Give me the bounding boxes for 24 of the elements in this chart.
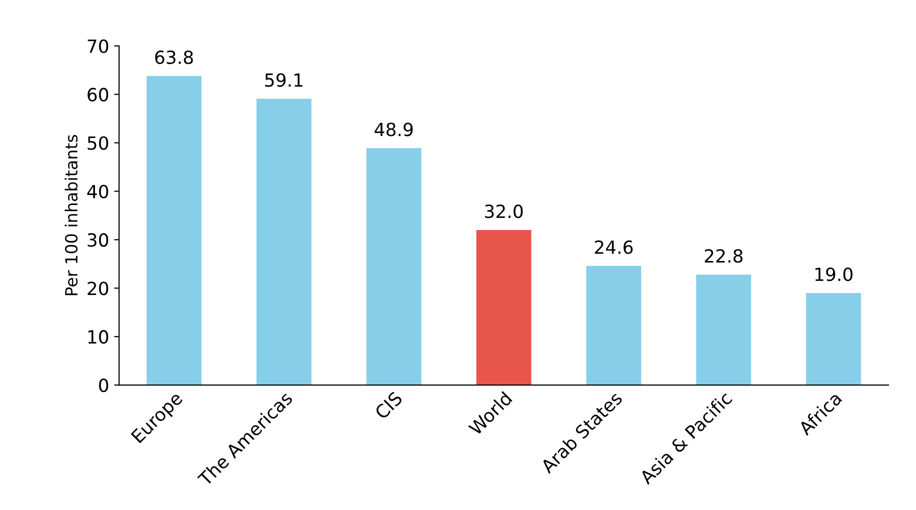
data-label: 48.9 (374, 122, 413, 136)
bar (476, 230, 532, 386)
y-tick-label: 50 (88, 136, 108, 150)
bar (806, 292, 862, 386)
bar (146, 76, 202, 386)
y-axis-title: Per 100 inhabitants (64, 134, 78, 296)
y-tick-label: 70 (88, 39, 108, 54)
bar (586, 266, 642, 386)
data-label: 22.8 (704, 249, 743, 263)
data-label: 19.0 (815, 268, 852, 282)
y-tick-label: 40 (87, 184, 108, 198)
y-tick-label: 60 (88, 88, 108, 102)
data-label: 63.8 (155, 50, 193, 64)
y-tick-label: 20 (88, 282, 108, 296)
y-tick-label: 0 (99, 378, 108, 392)
y-tick-label: 10 (88, 330, 108, 344)
data-label: 59.1 (265, 73, 302, 87)
data-label: 24.6 (594, 240, 633, 254)
y-tick-label: 30 (88, 233, 108, 247)
bar (366, 148, 422, 386)
data-label: 32.0 (485, 204, 523, 218)
x-tick-label: CIS (374, 390, 404, 420)
bar (696, 274, 752, 386)
bar (256, 98, 312, 386)
